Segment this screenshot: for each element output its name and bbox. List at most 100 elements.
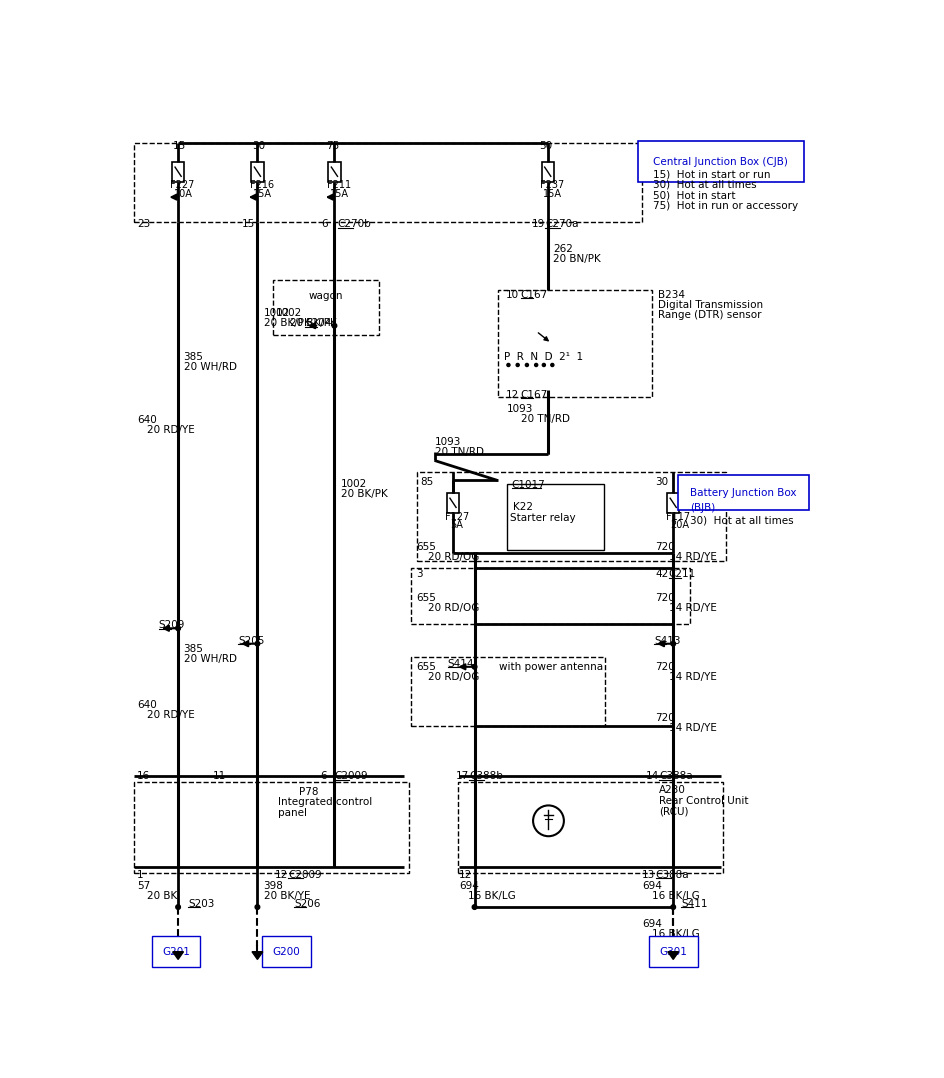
Text: C1017: C1017 xyxy=(512,480,546,490)
Text: F237: F237 xyxy=(540,180,565,190)
Text: 57: 57 xyxy=(137,882,150,892)
Text: 15: 15 xyxy=(242,219,255,229)
Text: 14 RD/YE: 14 RD/YE xyxy=(668,603,716,612)
Text: P  R  N  D  2¹  1: P R N D 2¹ 1 xyxy=(504,351,583,361)
Circle shape xyxy=(255,904,260,910)
Circle shape xyxy=(176,904,180,910)
Text: P93: P93 xyxy=(690,474,710,485)
Text: 12: 12 xyxy=(505,390,518,400)
Text: 16 BK/LG: 16 BK/LG xyxy=(651,929,700,939)
Text: C2009: C2009 xyxy=(334,771,368,782)
Text: 20 BK: 20 BK xyxy=(147,892,177,901)
Text: Range (DTR) sensor: Range (DTR) sensor xyxy=(658,310,761,320)
Text: 20 WH/RD: 20 WH/RD xyxy=(183,654,237,664)
Text: 75)  Hot in run or accessory: 75) Hot in run or accessory xyxy=(653,202,799,211)
Text: 12: 12 xyxy=(459,870,472,880)
Bar xyxy=(273,279,379,335)
Text: 5A: 5A xyxy=(450,521,463,530)
Text: C167: C167 xyxy=(521,290,548,300)
Text: (BJB): (BJB) xyxy=(690,503,716,513)
Text: S411: S411 xyxy=(681,899,707,909)
Text: 14 RD/YE: 14 RD/YE xyxy=(668,552,716,562)
Text: 85: 85 xyxy=(421,478,434,487)
Circle shape xyxy=(550,363,554,367)
Text: 640: 640 xyxy=(137,701,157,710)
Text: 50: 50 xyxy=(539,141,552,151)
Circle shape xyxy=(671,641,676,646)
Polygon shape xyxy=(252,952,262,959)
Text: 1002: 1002 xyxy=(263,307,290,318)
Text: S413: S413 xyxy=(654,636,681,646)
Text: 16 BK/LG: 16 BK/LG xyxy=(468,892,516,901)
Text: P78: P78 xyxy=(299,787,318,797)
Circle shape xyxy=(516,363,519,367)
Text: 398: 398 xyxy=(263,882,283,892)
Text: 6: 6 xyxy=(321,771,328,782)
Text: P91: P91 xyxy=(647,141,666,151)
Text: F211: F211 xyxy=(327,180,351,190)
Text: 30: 30 xyxy=(655,478,667,487)
Text: 1093: 1093 xyxy=(507,404,533,414)
Text: 16 BK/LG: 16 BK/LG xyxy=(651,892,700,901)
Text: 1002: 1002 xyxy=(276,307,302,318)
Text: 655: 655 xyxy=(416,662,436,672)
Text: 694: 694 xyxy=(643,882,663,892)
Text: C388a: C388a xyxy=(655,870,689,880)
Bar xyxy=(417,472,726,561)
Text: 1002: 1002 xyxy=(341,479,367,488)
Text: 20 RD/OG: 20 RD/OG xyxy=(429,603,480,612)
Text: C211: C211 xyxy=(668,569,696,579)
Text: 14 RD/YE: 14 RD/YE xyxy=(668,722,716,733)
Text: 20 RD/OG: 20 RD/OG xyxy=(429,672,480,681)
Text: 720: 720 xyxy=(655,713,675,722)
Text: 6: 6 xyxy=(321,219,328,229)
Text: 20A: 20A xyxy=(670,521,689,530)
Text: 1093: 1093 xyxy=(434,437,461,447)
Text: 720: 720 xyxy=(655,593,675,603)
Text: Integrated control: Integrated control xyxy=(278,798,373,807)
Text: 15: 15 xyxy=(173,141,186,151)
Text: 42: 42 xyxy=(655,569,668,579)
Text: 20 RD/YE: 20 RD/YE xyxy=(147,426,195,436)
Text: 20 TN/RD: 20 TN/RD xyxy=(434,447,483,457)
Circle shape xyxy=(507,363,510,367)
Text: 385: 385 xyxy=(183,645,203,654)
Text: 11: 11 xyxy=(212,771,226,782)
Bar xyxy=(412,568,690,624)
Text: 50)  Hot in start: 50) Hot in start xyxy=(653,191,735,201)
Bar xyxy=(172,162,184,182)
Text: 385: 385 xyxy=(183,351,203,361)
Text: C388b: C388b xyxy=(469,771,503,782)
Bar xyxy=(667,493,680,513)
Circle shape xyxy=(255,641,260,646)
Text: 694: 694 xyxy=(643,920,663,929)
Text: 262: 262 xyxy=(553,244,573,253)
Text: 655: 655 xyxy=(416,542,436,552)
Polygon shape xyxy=(667,952,679,959)
Text: 3: 3 xyxy=(416,569,423,579)
Text: S414: S414 xyxy=(447,659,474,668)
Text: 20 BN/PK: 20 BN/PK xyxy=(553,253,600,264)
Text: G301: G301 xyxy=(659,946,687,956)
Text: G200: G200 xyxy=(273,946,300,956)
Text: 10A: 10A xyxy=(174,189,193,199)
Text: 15A: 15A xyxy=(253,189,272,199)
Text: 10: 10 xyxy=(505,290,518,300)
Text: 14: 14 xyxy=(647,771,660,782)
Text: 17: 17 xyxy=(456,771,469,782)
Text: S205: S205 xyxy=(238,636,264,646)
Text: Battery Junction Box: Battery Junction Box xyxy=(690,488,797,498)
Text: 20 RD/OG: 20 RD/OG xyxy=(429,552,480,562)
Text: 30: 30 xyxy=(252,141,265,151)
Text: A230: A230 xyxy=(659,785,686,794)
Circle shape xyxy=(671,904,676,910)
Text: 640: 640 xyxy=(137,415,157,426)
Text: 15A: 15A xyxy=(543,189,562,199)
Text: F127: F127 xyxy=(446,512,469,522)
Polygon shape xyxy=(173,952,183,959)
Text: F216: F216 xyxy=(250,180,274,190)
Text: C388a: C388a xyxy=(659,771,693,782)
Bar xyxy=(447,493,459,513)
Bar xyxy=(542,162,554,182)
Text: 13: 13 xyxy=(642,870,655,880)
